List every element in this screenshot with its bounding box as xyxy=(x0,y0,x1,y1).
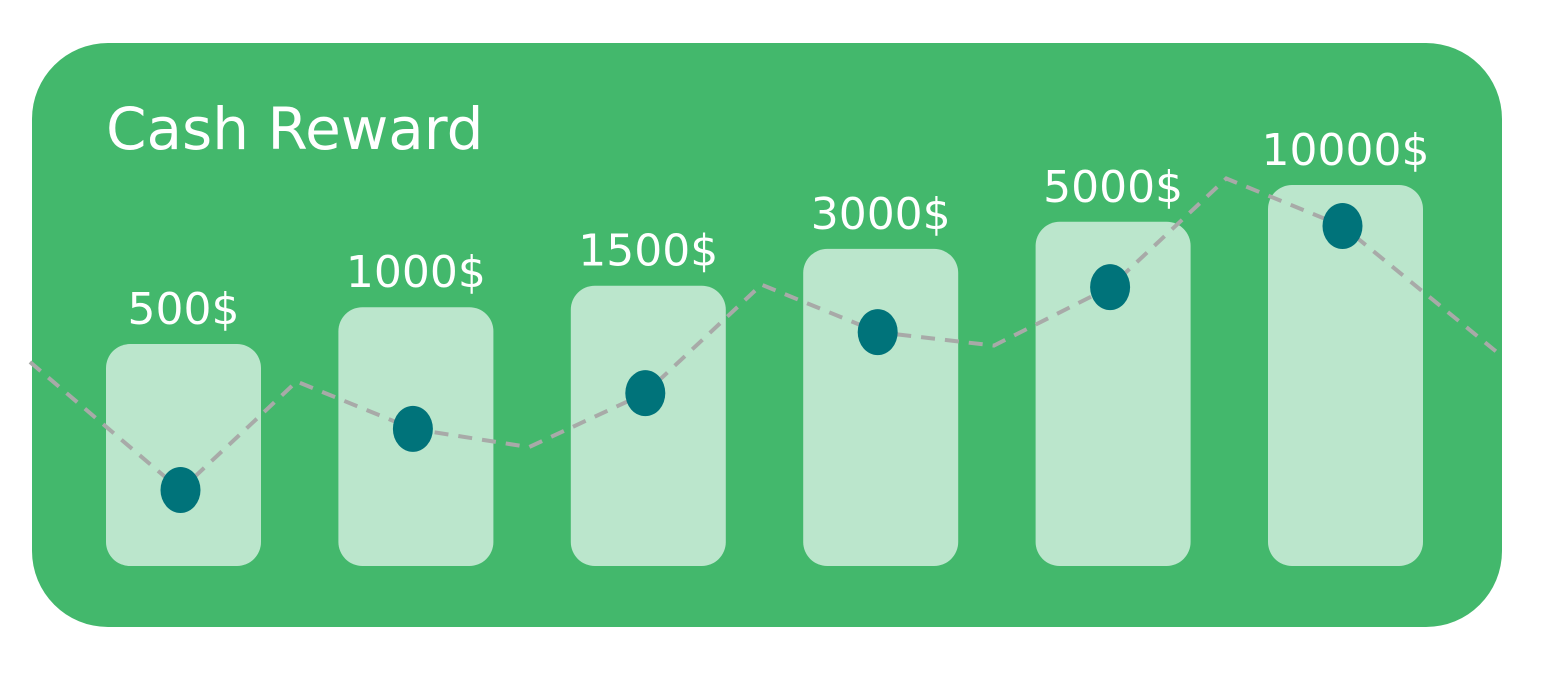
data-point-1 xyxy=(392,405,433,452)
data-point-3 xyxy=(857,309,898,356)
bar-label: 1000$ xyxy=(346,247,486,298)
bar-2 xyxy=(570,285,726,566)
data-point-4 xyxy=(1090,264,1131,311)
data-point-2 xyxy=(625,370,666,417)
bar-3 xyxy=(803,248,959,566)
bar-label: 3000$ xyxy=(811,189,951,240)
data-point-0 xyxy=(160,467,201,513)
trend-line xyxy=(28,176,1500,493)
bar-label: 1500$ xyxy=(578,226,718,277)
bar-label: 500$ xyxy=(128,284,240,335)
bar-label: 5000$ xyxy=(1043,162,1183,213)
data-point-5 xyxy=(1322,203,1363,249)
bar-5 xyxy=(1268,185,1423,566)
chart-title: Cash Reward xyxy=(106,95,484,163)
bar-4 xyxy=(1035,221,1191,567)
reward-card xyxy=(32,43,1502,627)
bar-label: 10000$ xyxy=(1262,125,1430,176)
bar-0 xyxy=(106,344,261,566)
